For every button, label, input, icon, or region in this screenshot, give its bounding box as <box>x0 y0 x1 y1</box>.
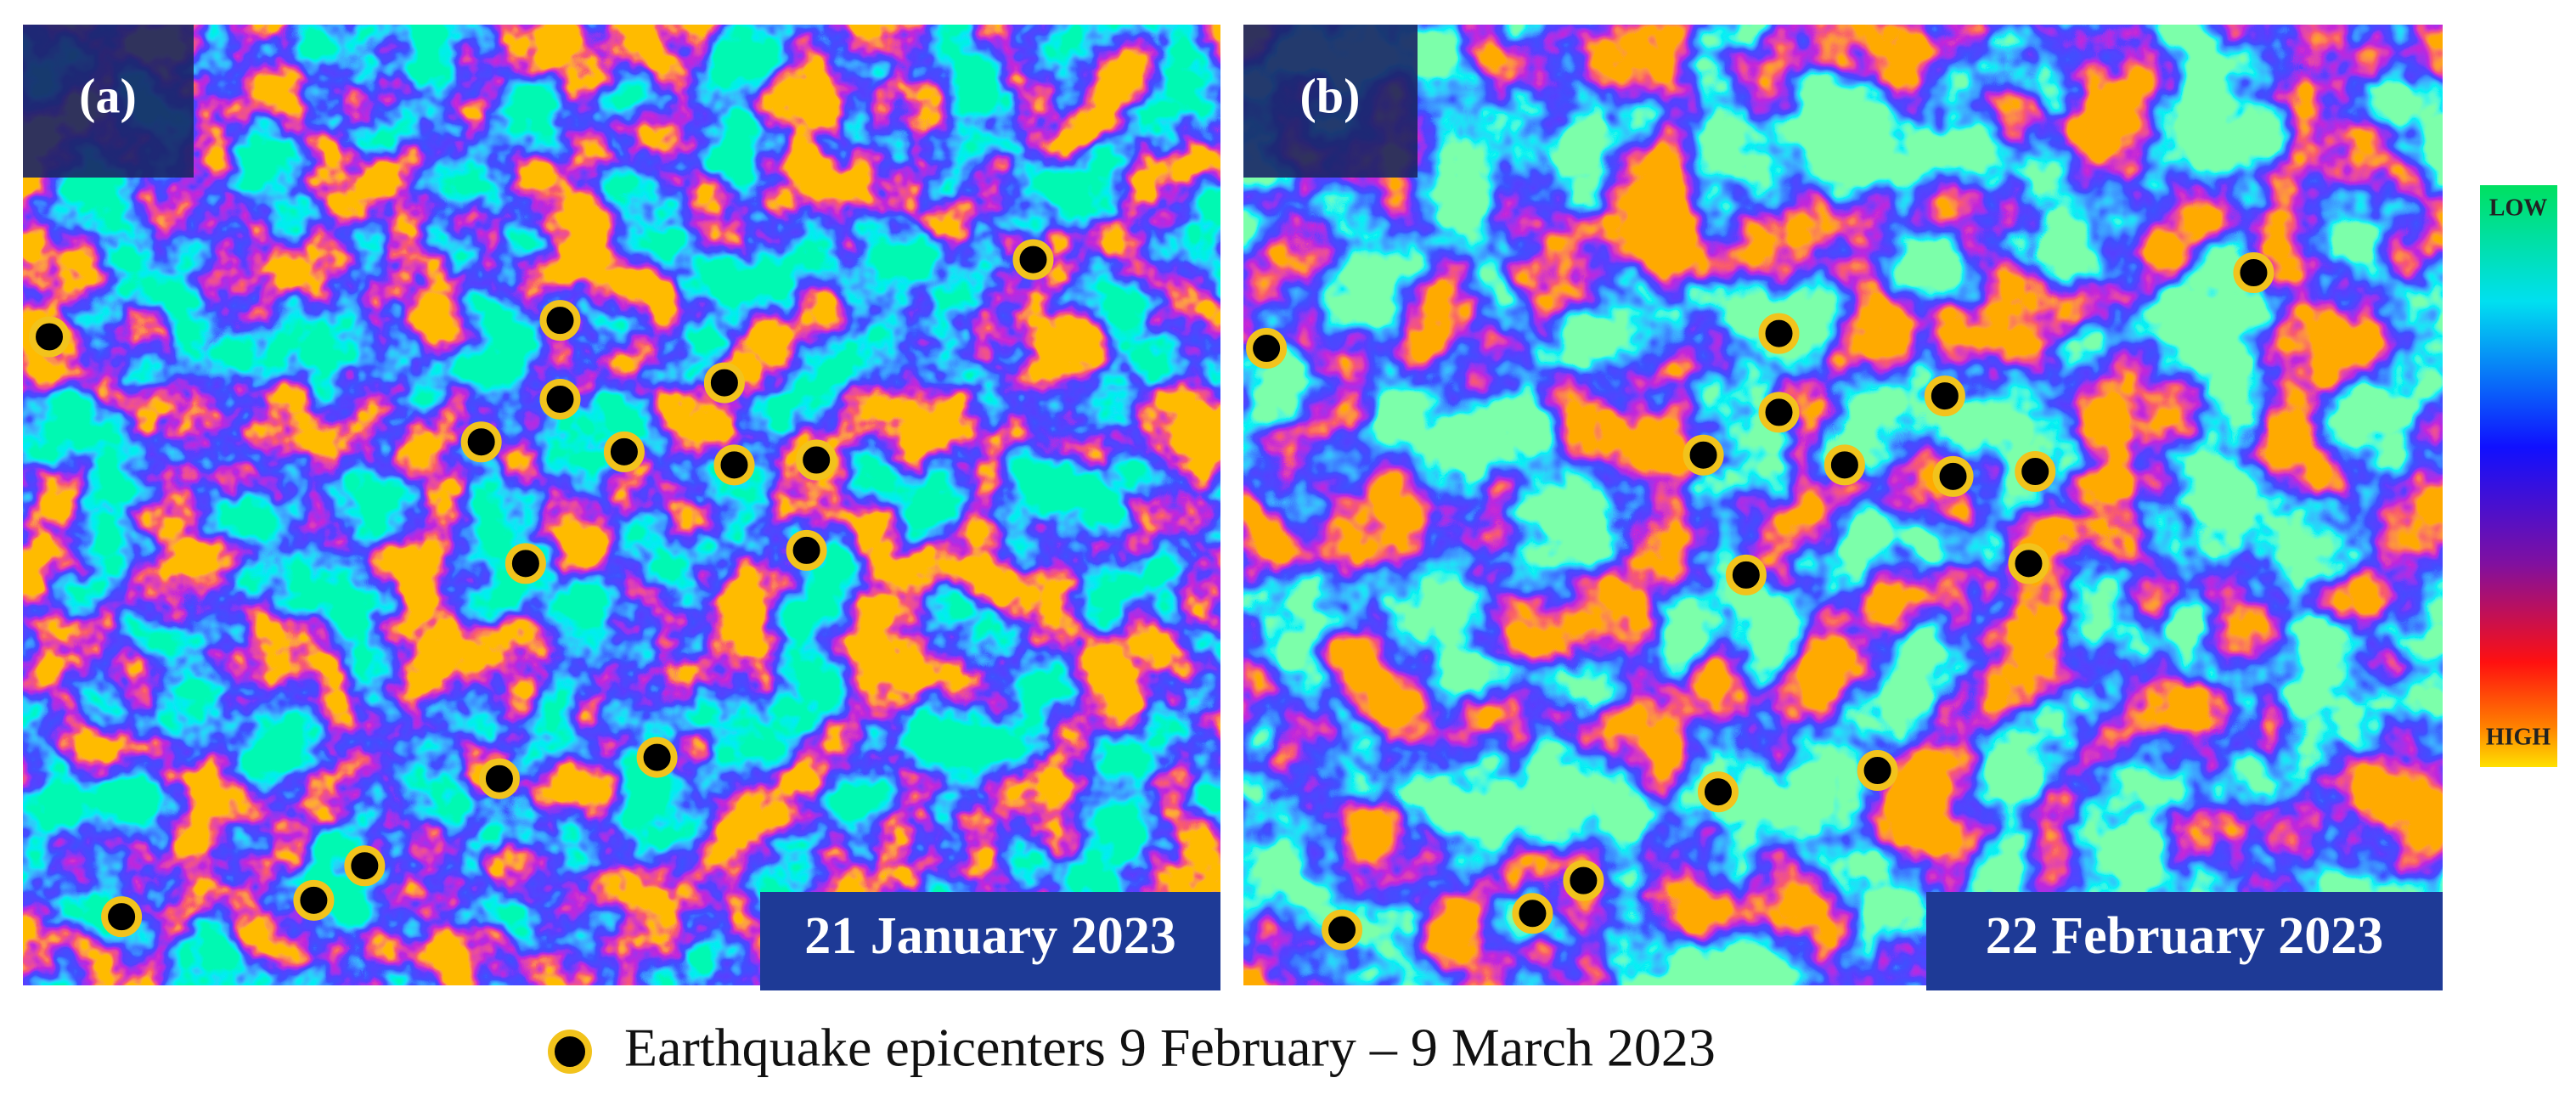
epicenter <box>101 896 143 938</box>
epicenter <box>1683 434 1724 476</box>
epicenter <box>796 439 837 481</box>
epicenter <box>1932 455 1974 497</box>
epicenter <box>504 543 546 584</box>
epicenter <box>293 879 335 921</box>
epicenter <box>539 378 581 420</box>
epicenter <box>2015 451 2056 493</box>
label-box <box>1243 25 1418 178</box>
epicenter <box>1512 893 1553 934</box>
legend-text: Earthquake epicenters 9 February – 9 Mar… <box>624 1018 1716 1078</box>
epicenter <box>344 845 386 887</box>
epicenter <box>2008 543 2049 584</box>
epicenter <box>1924 375 1965 417</box>
date-box <box>1926 892 2443 990</box>
panel-label: (a) <box>79 68 137 123</box>
epicenter <box>1758 392 1800 433</box>
color-scale <box>2480 185 2557 767</box>
epicenter <box>636 736 678 778</box>
epicenter <box>1725 554 1767 595</box>
panel-date: 21 January 2023 <box>804 907 1175 965</box>
epicenter <box>478 758 520 799</box>
label-box <box>23 25 194 178</box>
epicenter <box>1857 750 1898 792</box>
epicenter <box>713 444 755 486</box>
epicenter <box>1823 444 1865 486</box>
heatmap <box>1242 23 2444 987</box>
epicenter <box>1012 239 1054 280</box>
epicenter <box>460 421 502 463</box>
legend-marker <box>548 1030 592 1074</box>
panel-date: 22 February 2023 <box>1986 907 2383 965</box>
epicenter <box>29 316 70 358</box>
epicenter <box>1697 771 1739 813</box>
epicenter <box>1563 860 1604 901</box>
scale-low: LOW <box>2489 195 2547 221</box>
heatmap <box>21 23 1222 987</box>
epicenters <box>29 239 2274 951</box>
epicenter <box>1322 909 1363 951</box>
epicenter <box>1246 328 1288 370</box>
epicenter <box>703 362 745 403</box>
epicenter <box>603 431 645 472</box>
epicenter <box>1758 313 1800 354</box>
epicenter <box>539 300 581 341</box>
scale-high: HIGH <box>2486 724 2551 750</box>
epicenter <box>786 529 827 571</box>
epicenter <box>2233 252 2274 294</box>
date-box <box>760 892 1220 990</box>
panel-label: (b) <box>1300 68 1361 123</box>
